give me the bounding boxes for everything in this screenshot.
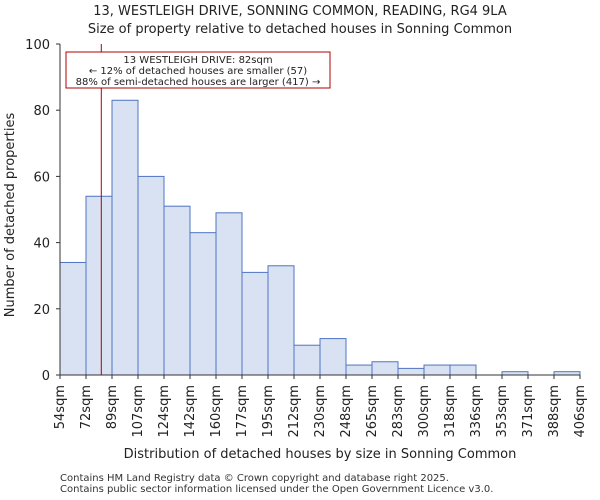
histogram-bar xyxy=(423,364,451,376)
y-tick-label: 20 xyxy=(33,303,50,318)
histogram-bar xyxy=(163,205,191,376)
x-tick-label: 72sqm xyxy=(79,385,94,429)
x-tick-label: 248sqm xyxy=(339,385,354,438)
x-tick-label: 89sqm xyxy=(105,385,120,429)
x-tick-label: 124sqm xyxy=(157,385,172,438)
x-tick-label: 406sqm xyxy=(573,385,588,438)
x-tick-label: 212sqm xyxy=(287,385,302,438)
x-tick-label: 318sqm xyxy=(443,385,458,438)
x-tick-label: 265sqm xyxy=(365,385,380,438)
x-tick-label: 54sqm xyxy=(53,385,68,429)
x-tick-label: 195sqm xyxy=(261,385,276,438)
y-axis-title: Number of detached properties xyxy=(3,113,18,318)
x-tick-label: 283sqm xyxy=(391,385,406,438)
histogram-bar xyxy=(215,212,243,376)
annotation-line-1: 13 WESTLEIGH DRIVE: 82sqm xyxy=(123,55,272,66)
annotation-line-3: 88% of semi-detached houses are larger (… xyxy=(76,77,321,88)
x-tick-label: 300sqm xyxy=(417,385,432,438)
y-tick-label: 0 xyxy=(42,369,50,384)
x-tick-label: 371sqm xyxy=(521,385,536,438)
histogram-bar xyxy=(319,338,347,376)
footer-licence: Contains public sector information licen… xyxy=(60,484,494,495)
histogram-bar xyxy=(449,364,477,376)
x-tick-label: 177sqm xyxy=(235,385,250,438)
histogram-bar xyxy=(267,265,295,376)
histogram-bar xyxy=(345,364,373,376)
histogram-bar xyxy=(293,344,321,376)
annotation-line-2: ← 12% of detached houses are smaller (57… xyxy=(89,66,307,77)
annotation-box xyxy=(65,51,331,89)
footer-copyright: Contains HM Land Registry data © Crown c… xyxy=(60,473,449,484)
x-tick-label: 353sqm xyxy=(495,385,510,438)
x-tick-label: 107sqm xyxy=(131,385,146,438)
x-tick-label: 142sqm xyxy=(183,385,198,438)
histogram-bar xyxy=(137,175,165,376)
y-tick-label: 80 xyxy=(33,104,50,119)
histogram-bar xyxy=(111,99,139,376)
histogram-bar xyxy=(397,367,425,376)
chart-subtitle: Size of property relative to detached ho… xyxy=(87,22,513,37)
y-tick-label: 60 xyxy=(33,170,50,185)
chart-title: 13, WESTLEIGH DRIVE, SONNING COMMON, REA… xyxy=(93,4,507,19)
x-tick-label: 388sqm xyxy=(547,385,562,438)
x-tick-label: 230sqm xyxy=(313,385,328,438)
y-tick-label: 100 xyxy=(25,38,50,53)
histogram-bar xyxy=(85,195,113,376)
histogram-bar xyxy=(241,271,269,376)
histogram-bar xyxy=(371,361,399,376)
histogram-bar xyxy=(189,232,217,376)
x-tick-label: 160sqm xyxy=(209,385,224,438)
histogram-bar xyxy=(59,261,87,376)
x-axis-title: Distribution of detached houses by size … xyxy=(124,447,517,462)
y-tick-label: 40 xyxy=(33,237,50,252)
x-tick-label: 336sqm xyxy=(469,385,484,438)
